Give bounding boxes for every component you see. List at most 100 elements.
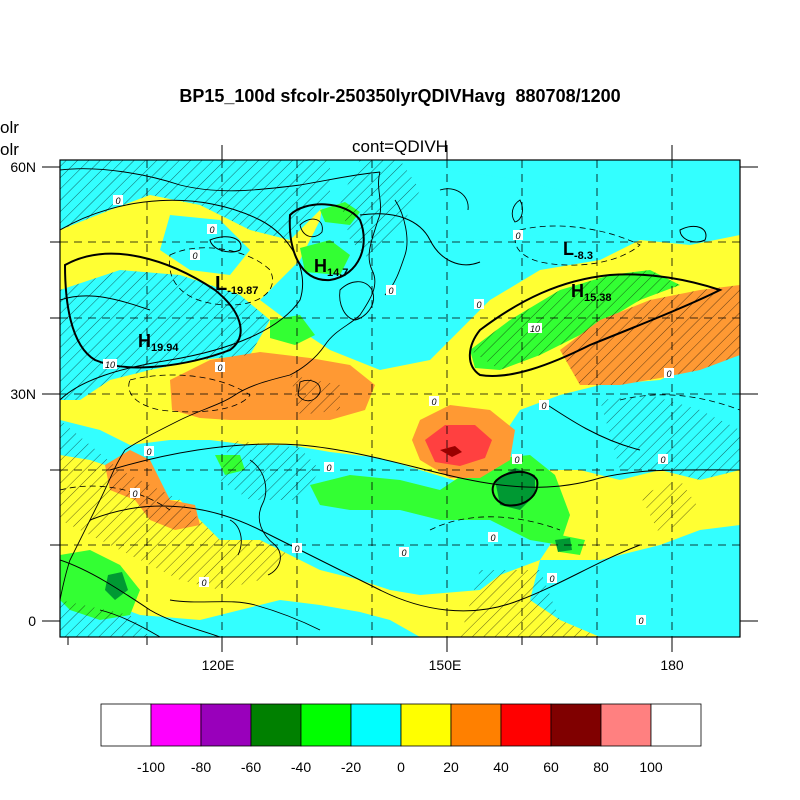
contour-label: 0 xyxy=(190,250,200,261)
svg-text:0: 0 xyxy=(132,489,137,499)
svg-text:0: 0 xyxy=(217,363,222,373)
contour-label: 0 xyxy=(207,224,217,235)
map-title: BP15_100d sfcolr-250350lyrQDIVHavg 88070… xyxy=(179,86,621,106)
contour-label: 0 xyxy=(539,400,549,411)
lon-label-120e: 120E xyxy=(202,657,235,673)
dashed-contours xyxy=(60,225,740,531)
svg-text:0: 0 xyxy=(209,225,214,235)
colorbar-label: 100 xyxy=(639,759,663,775)
contour-label: 0 xyxy=(399,547,409,558)
svg-text:0: 0 xyxy=(401,548,406,558)
colorbar-label: 0 xyxy=(397,759,405,775)
colorbar-box xyxy=(500,703,552,747)
colorbar-box xyxy=(600,703,652,747)
contour-label: 0 xyxy=(130,488,140,499)
lat-label-30n: 30N xyxy=(10,386,36,402)
contour-label: 0 xyxy=(429,396,439,407)
colorbar-label: -60 xyxy=(241,759,261,775)
contour-label: 0 xyxy=(513,230,523,241)
colorbar-label: -40 xyxy=(291,759,311,775)
contour-label: 0 xyxy=(199,577,209,588)
contour-label: 0 xyxy=(488,532,498,543)
hatched-areas xyxy=(60,160,740,637)
svg-text:0: 0 xyxy=(515,231,520,241)
svg-text:0: 0 xyxy=(388,286,393,296)
lat-label-0: 0 xyxy=(28,613,36,629)
pressure-label-4: H15.38 xyxy=(571,281,612,304)
map-panel: L-19.87 H14.7 L-8.3 H15.38 H19.94 0 0 0 … xyxy=(60,160,740,637)
contour-label: 0 xyxy=(658,454,668,465)
pressure-label-2: H14.7 xyxy=(314,256,348,279)
colorbar-label: 40 xyxy=(493,759,509,775)
contour-value-labels: 0 0 0 0 0 0 10 10 0 0 0 0 0 0 0 0 0 0 0 … xyxy=(103,195,674,626)
contour-label: 0 xyxy=(547,573,557,584)
contour-label: 0 xyxy=(474,299,484,310)
map-subtitle: cont=QDIVH xyxy=(352,137,448,156)
svg-text:0: 0 xyxy=(541,401,546,411)
axis-ticks xyxy=(42,145,758,652)
svg-text:0: 0 xyxy=(549,574,554,584)
svg-text:0: 0 xyxy=(326,463,331,473)
svg-text:0: 0 xyxy=(115,196,120,206)
solid-contours xyxy=(60,199,740,637)
contour-label: 0 xyxy=(636,615,646,626)
colorbar-box xyxy=(550,703,602,747)
svg-text:0: 0 xyxy=(476,300,481,310)
colorbar-label: -20 xyxy=(341,759,361,775)
colorbar-box xyxy=(400,703,452,747)
svg-text:0: 0 xyxy=(192,251,197,261)
svg-text:0: 0 xyxy=(294,544,299,554)
pressure-label-1: L-19.87 xyxy=(215,273,258,297)
svg-text:0: 0 xyxy=(660,455,665,465)
colorbar-box xyxy=(350,703,402,747)
left-label-bottom: olr xyxy=(0,140,19,159)
svg-text:0: 0 xyxy=(201,578,206,588)
svg-text:10: 10 xyxy=(530,324,540,334)
colorbar-box xyxy=(150,703,202,747)
svg-text:0: 0 xyxy=(490,533,495,543)
colorbar-box xyxy=(300,703,352,747)
pressure-label-5: H19.94 xyxy=(138,331,179,354)
map-frame xyxy=(59,159,741,638)
colorbar-box xyxy=(450,703,502,747)
svg-text:0: 0 xyxy=(638,616,643,626)
colorbar: -100 -80 -60 -40 -20 0 20 40 60 80 100 xyxy=(100,703,702,775)
field-red-center xyxy=(425,425,492,466)
coastlines xyxy=(60,168,523,637)
svg-text:0: 0 xyxy=(666,369,671,379)
colorbar-box xyxy=(650,703,702,747)
svg-text:0: 0 xyxy=(514,455,519,465)
contour-label: 0 xyxy=(512,454,522,465)
pressure-label-3: L-8.3 xyxy=(563,239,593,262)
field-darkgreen-regions xyxy=(105,468,572,600)
contour-label: 0 xyxy=(144,446,154,457)
colorbar-label: -80 xyxy=(191,759,211,775)
left-label-top: olr xyxy=(0,118,19,137)
colorbar-label: 60 xyxy=(543,759,559,775)
colorbar-label: 20 xyxy=(443,759,459,775)
svg-text:10: 10 xyxy=(105,360,115,370)
graticule xyxy=(60,160,740,637)
contour-label: 0 xyxy=(664,368,674,379)
colorbar-label: -100 xyxy=(137,759,165,775)
svg-text:0: 0 xyxy=(431,397,436,407)
colorbar-box xyxy=(100,703,152,747)
field-dark-red-center xyxy=(440,446,462,457)
contour-label: 0 xyxy=(292,543,302,554)
contour-label: 0 xyxy=(324,462,334,473)
lon-label-180: 180 xyxy=(660,657,684,673)
contour-label: 0 xyxy=(215,362,225,373)
colorbar-box xyxy=(200,703,252,747)
axis-labels: 60N 30N 0 120E 150E 180 xyxy=(10,159,684,673)
contour-label: 10 xyxy=(528,323,542,334)
colorbar-label: 80 xyxy=(593,759,609,775)
svg-text:0: 0 xyxy=(146,447,151,457)
contour-label: 10 xyxy=(103,359,117,370)
lon-label-150e: 150E xyxy=(429,657,462,673)
pressure-centers: L-19.87 H14.7 L-8.3 H15.38 H19.94 xyxy=(138,239,612,354)
contour-label: 0 xyxy=(386,285,396,296)
lat-label-60n: 60N xyxy=(10,159,36,175)
colorbar-box xyxy=(250,703,302,747)
contour-label: 0 xyxy=(113,195,123,206)
